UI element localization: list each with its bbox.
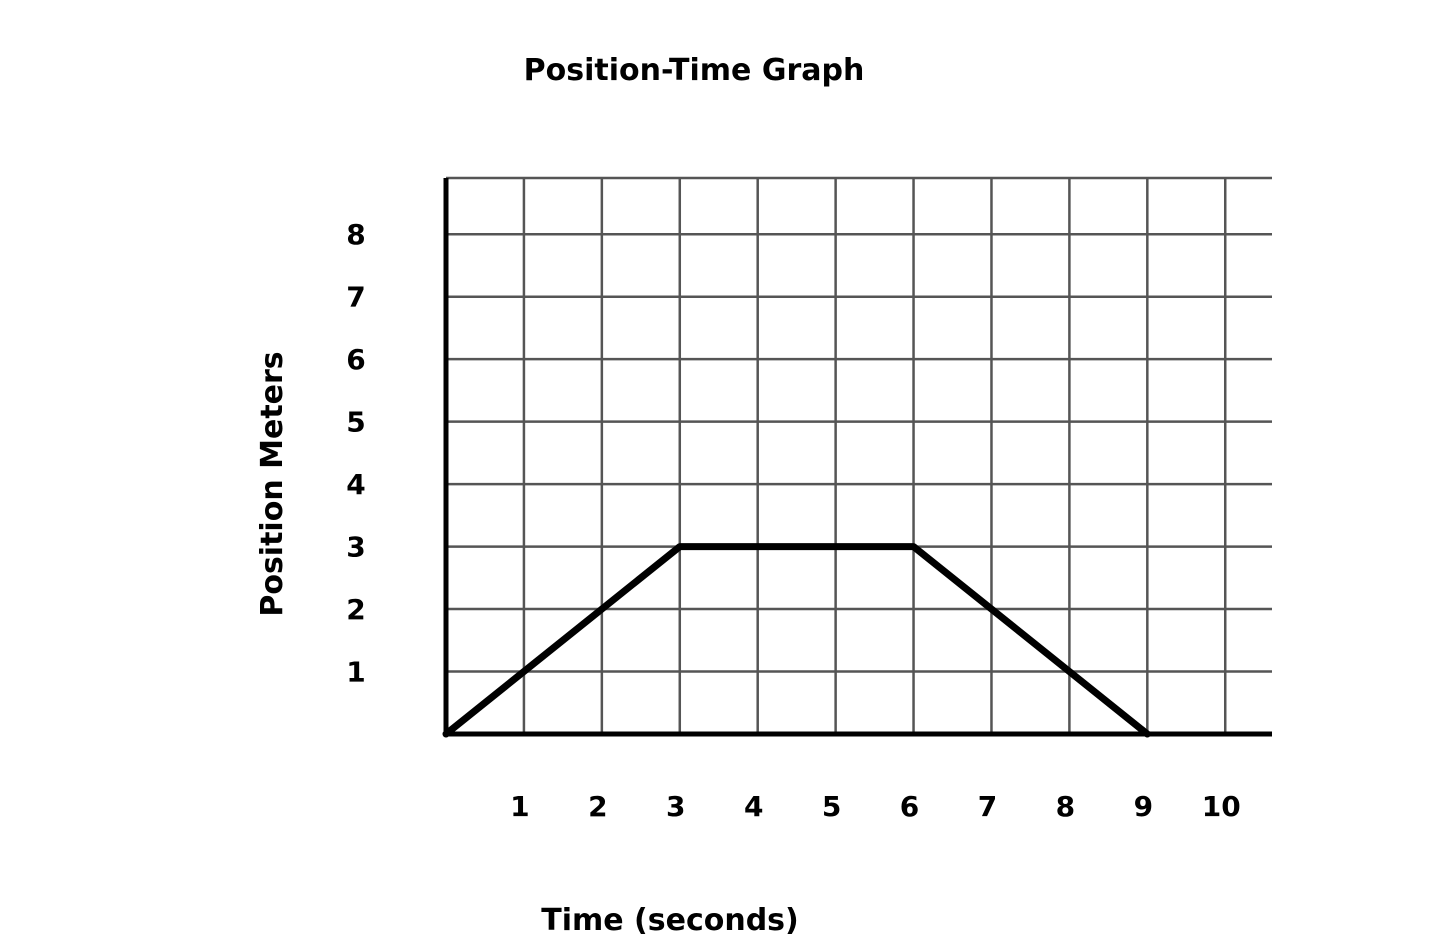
y-tick-label: 2 bbox=[346, 593, 365, 626]
x-tick-label: 6 bbox=[900, 790, 919, 823]
y-tick-label: 1 bbox=[346, 656, 365, 689]
y-tick-label: 5 bbox=[346, 406, 365, 439]
y-tick-label: 7 bbox=[346, 281, 365, 314]
chart-title: Position-Time Graph bbox=[524, 53, 865, 88]
y-tick-labels: 1 2 3 4 5 6 7 8 bbox=[346, 218, 365, 688]
y-tick-label: 4 bbox=[346, 468, 365, 501]
y-tick-label: 6 bbox=[346, 343, 365, 376]
series-group bbox=[442, 543, 1151, 738]
y-tick-label: 8 bbox=[346, 218, 365, 251]
x-tick-label: 9 bbox=[1134, 790, 1153, 823]
x-tick-label: 8 bbox=[1056, 790, 1075, 823]
x-tick-label: 2 bbox=[588, 790, 607, 823]
x-tick-label: 10 bbox=[1202, 790, 1241, 823]
x-tick-label: 3 bbox=[666, 790, 685, 823]
grid bbox=[446, 176, 1272, 734]
y-tick-label: 3 bbox=[346, 531, 365, 564]
x-tick-label: 7 bbox=[978, 790, 997, 823]
x-axis-label: Time (seconds) bbox=[541, 903, 799, 938]
x-tick-label: 1 bbox=[510, 790, 529, 823]
axes bbox=[443, 178, 1272, 737]
x-tick-labels: 1 2 3 4 5 6 7 8 9 10 bbox=[510, 790, 1241, 823]
x-tick-label: 4 bbox=[744, 790, 763, 823]
series-line bbox=[442, 543, 1151, 738]
x-tick-label: 5 bbox=[822, 790, 841, 823]
y-axis-label: Position Meters bbox=[255, 351, 290, 616]
